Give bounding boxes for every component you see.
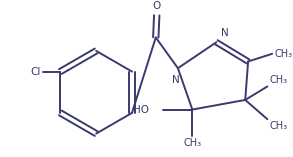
- Text: CH₃: CH₃: [269, 75, 287, 85]
- Text: Cl: Cl: [31, 67, 41, 77]
- Text: CH₃: CH₃: [269, 121, 287, 131]
- Text: CH₃: CH₃: [274, 49, 292, 59]
- Text: HO: HO: [133, 105, 149, 115]
- Text: O: O: [153, 1, 161, 11]
- Text: N: N: [172, 75, 180, 85]
- Text: N: N: [221, 28, 229, 38]
- Text: CH₃: CH₃: [183, 138, 201, 148]
